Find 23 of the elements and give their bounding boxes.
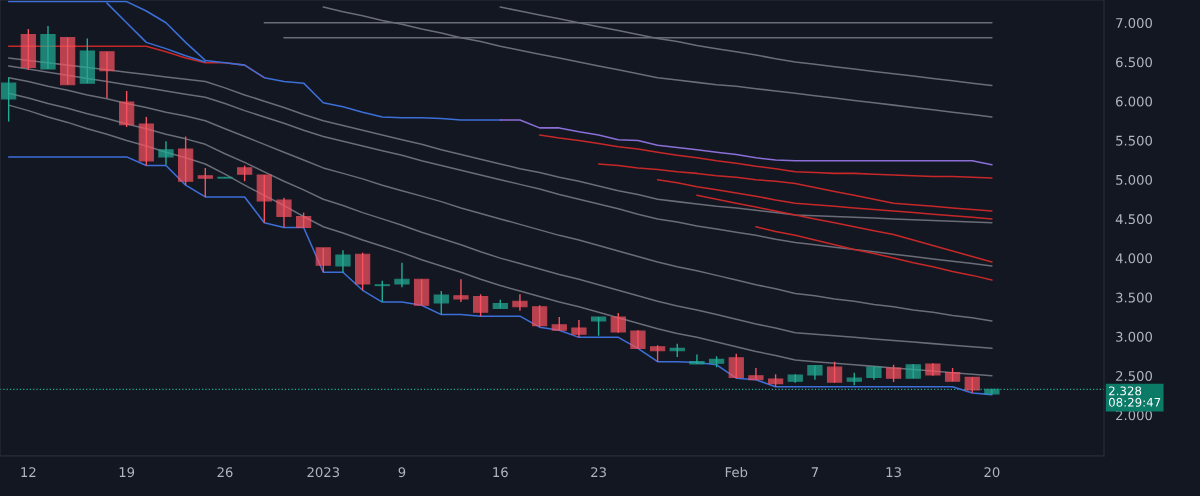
y-tick-label: 3.000	[1116, 331, 1153, 342]
x-tick-label: 13	[886, 467, 901, 478]
x-tick-label: Feb	[725, 466, 748, 478]
y-tick-label: 3.500	[1116, 292, 1153, 303]
y-tick-label: 7.000	[1116, 17, 1153, 28]
x-tick-label: 16	[493, 467, 508, 478]
y-tick-label: 5.500	[1116, 135, 1153, 146]
x-tick-label: 20	[984, 467, 1000, 478]
y-tick-label: 5.000	[1116, 174, 1153, 185]
x-tick-label: 7	[811, 467, 818, 477]
x-tick-label: 2023	[307, 467, 340, 478]
y-tick-label: 6.000	[1116, 96, 1153, 107]
x-tick-label: 12	[21, 467, 36, 477]
y-tick-label: 2.500	[1116, 371, 1153, 381]
y-tick-label: 6.500	[1116, 57, 1153, 68]
y-tick-label: 4.000	[1115, 253, 1153, 264]
x-tick-label: 19	[119, 467, 135, 478]
x-tick-label: 23	[591, 467, 606, 478]
text: 08:29:47	[1108, 397, 1161, 407]
x-tick-label: 26	[217, 467, 233, 478]
y-tick-label: 4.500	[1115, 214, 1153, 225]
ref-line-label: 2.328	[1109, 386, 1142, 396]
x-tick-label: 9	[398, 467, 406, 478]
